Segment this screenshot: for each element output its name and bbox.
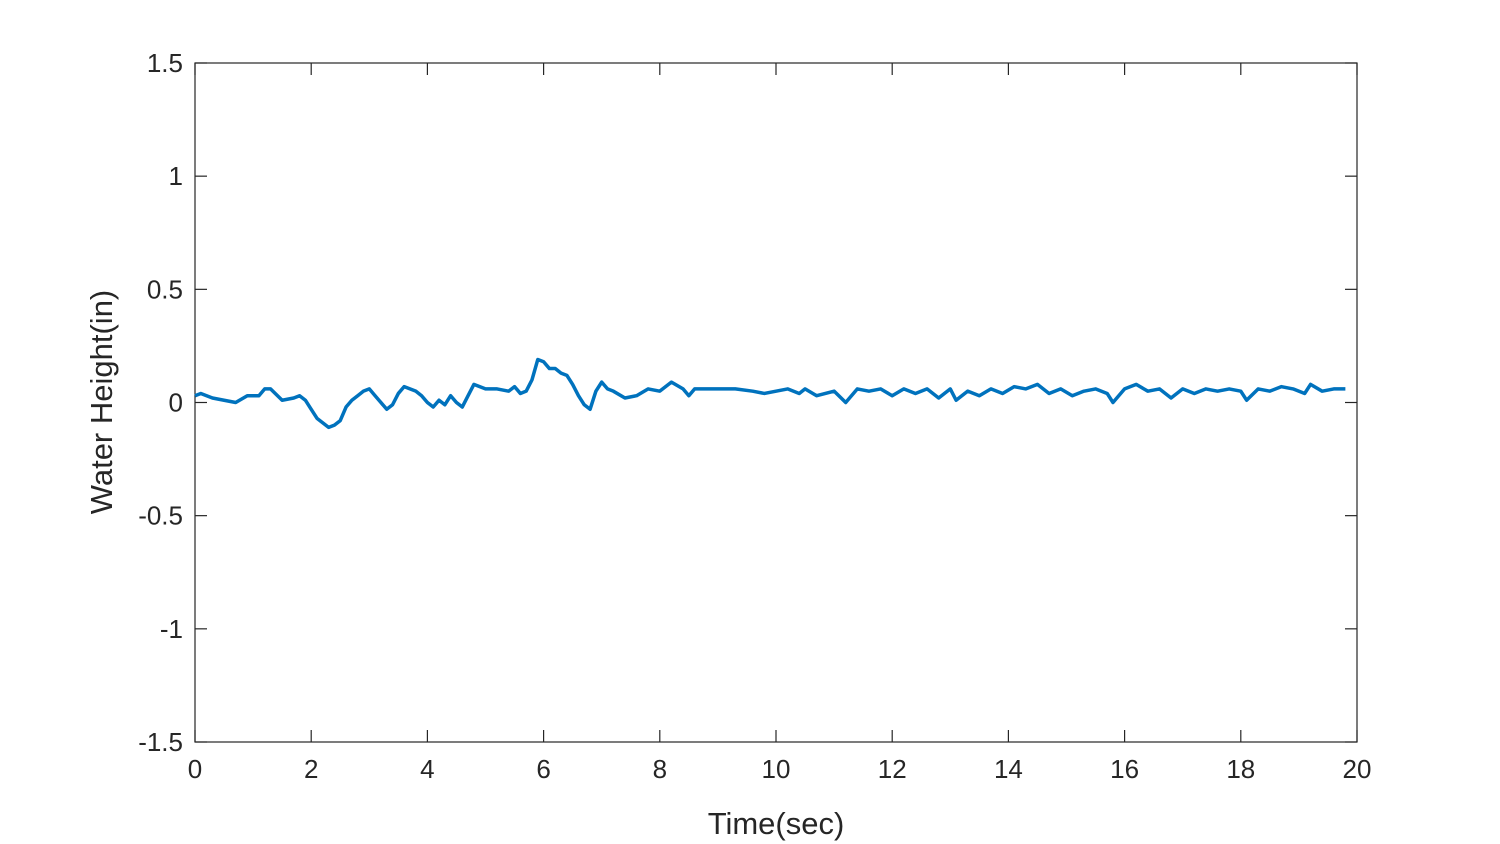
y-tick-label: 0.5	[147, 274, 183, 304]
y-tick-label: 1.5	[147, 48, 183, 78]
data-line	[194, 357, 1346, 430]
x-tick-label: 4	[420, 754, 434, 784]
x-tick-label: 0	[188, 754, 202, 784]
x-tick-label: 20	[1343, 754, 1372, 784]
y-tick-label: -1	[160, 614, 183, 644]
x-tick-label: 14	[994, 754, 1023, 784]
y-axis-label: Water Height(in)	[84, 290, 119, 515]
x-tick-label: 10	[762, 754, 791, 784]
x-tick-label: 2	[304, 754, 318, 784]
y-tick-label: 0	[169, 388, 183, 418]
y-tick-label: -0.5	[138, 501, 183, 531]
x-tick-label: 6	[536, 754, 550, 784]
x-tick-label: 16	[1110, 754, 1139, 784]
plot-box	[194, 62, 1358, 743]
y-tick-label: -1.5	[138, 727, 183, 757]
x-tick-label: 8	[653, 754, 667, 784]
y-tick-label: 1	[169, 161, 183, 191]
x-axis-label: Time(sec)	[708, 806, 845, 841]
x-tick-label: 12	[878, 754, 907, 784]
x-tick-label: 18	[1226, 754, 1255, 784]
